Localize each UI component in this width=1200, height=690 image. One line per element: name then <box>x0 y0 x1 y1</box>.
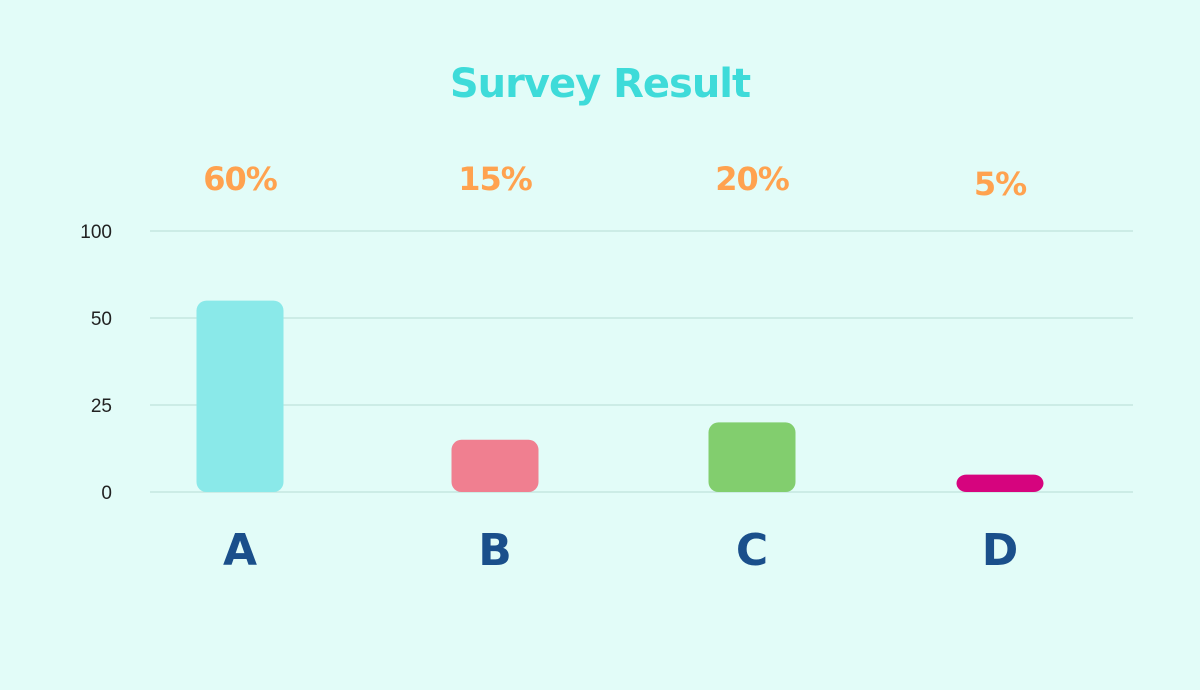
category-labels: A B C D <box>223 525 1018 576</box>
chart-title: Survey Result <box>450 61 751 107</box>
value-label-d: 5% <box>974 165 1027 203</box>
bar-b <box>451 439 539 492</box>
bar-d <box>956 474 1044 492</box>
value-label-a: 60% <box>203 160 278 198</box>
y-axis-ticks: 0 25 50 100 <box>80 222 112 504</box>
category-label-c: C <box>736 525 768 576</box>
y-tick-label: 25 <box>91 396 112 417</box>
value-label-c: 20% <box>715 160 790 198</box>
y-tick-label: 100 <box>80 222 112 243</box>
bar-c <box>708 422 796 492</box>
category-label-b: B <box>478 525 512 576</box>
category-label-d: D <box>982 525 1019 576</box>
y-tick-label: 0 <box>101 483 112 504</box>
y-tick-label: 50 <box>91 309 112 330</box>
value-labels: 60% 15% 20% 5% <box>203 160 1028 203</box>
category-label-a: A <box>223 525 257 576</box>
gridlines <box>150 230 1133 493</box>
value-label-b: 15% <box>458 160 533 198</box>
bar-a <box>196 300 284 492</box>
bars <box>196 300 1044 492</box>
